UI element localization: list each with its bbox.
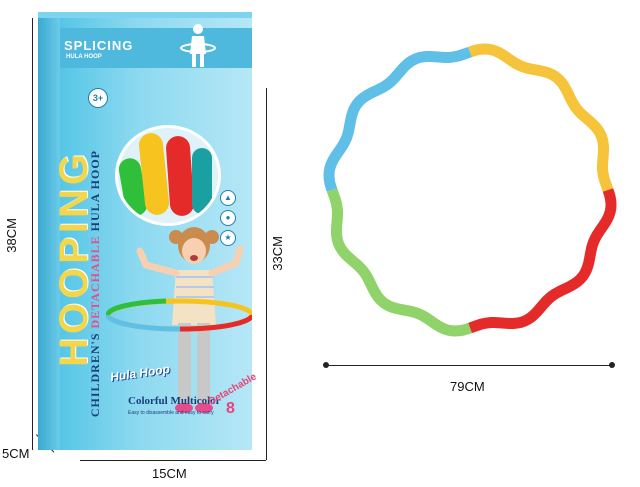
front-height-label: 33CM [270, 236, 285, 271]
brand-subtitle: HULA HOOP [66, 54, 102, 60]
box-header-band [60, 28, 252, 68]
detachable-count: 8 [226, 400, 235, 417]
brand-title: SPLICING [64, 38, 134, 53]
girl-silhouette-icon [180, 24, 216, 67]
feature-icon-3: ★ [220, 230, 236, 246]
hoop-segment [468, 43, 614, 192]
feature-icon-2: ● [220, 210, 236, 226]
hoop-segment [323, 46, 472, 192]
hoop-diameter-line [326, 365, 612, 366]
product-name: Colorful Multicolor [128, 395, 221, 407]
product-copy: Easy to disassemble and easy to carry [128, 410, 214, 416]
age-badge: 3+ [88, 88, 108, 108]
side-title-part-1: CHILDREN'S [88, 332, 102, 418]
box-height-label: 38CM [4, 218, 19, 253]
side-title-pink: DETACHABLE [88, 235, 102, 329]
hoop-diameter-left-dot [323, 362, 329, 368]
hoop-segment [326, 188, 472, 337]
tube-teal [192, 148, 212, 214]
front-height-line [266, 88, 267, 460]
tube-red [165, 135, 195, 217]
box-width-line [80, 460, 266, 461]
girl-with-hoop-illustration [106, 227, 252, 413]
package-window [115, 125, 221, 226]
box-width-label: 15CM [152, 466, 187, 481]
hula-hoop-ring [323, 43, 617, 337]
side-title: CHILDREN'S DETACHABLE HULA HOOP [88, 150, 103, 417]
feature-icon-1: ▲ [220, 190, 236, 206]
box-depth-label: 5CM [2, 446, 30, 461]
box-top-face [38, 12, 252, 20]
box-side-face [38, 18, 60, 450]
side-title-part-2: HULA HOOP [88, 150, 102, 232]
hoop-segment [468, 188, 617, 334]
box-height-line [32, 18, 33, 450]
hoop-diameter-label: 79CM [450, 379, 485, 394]
hoop-diameter-right-dot [609, 362, 615, 368]
